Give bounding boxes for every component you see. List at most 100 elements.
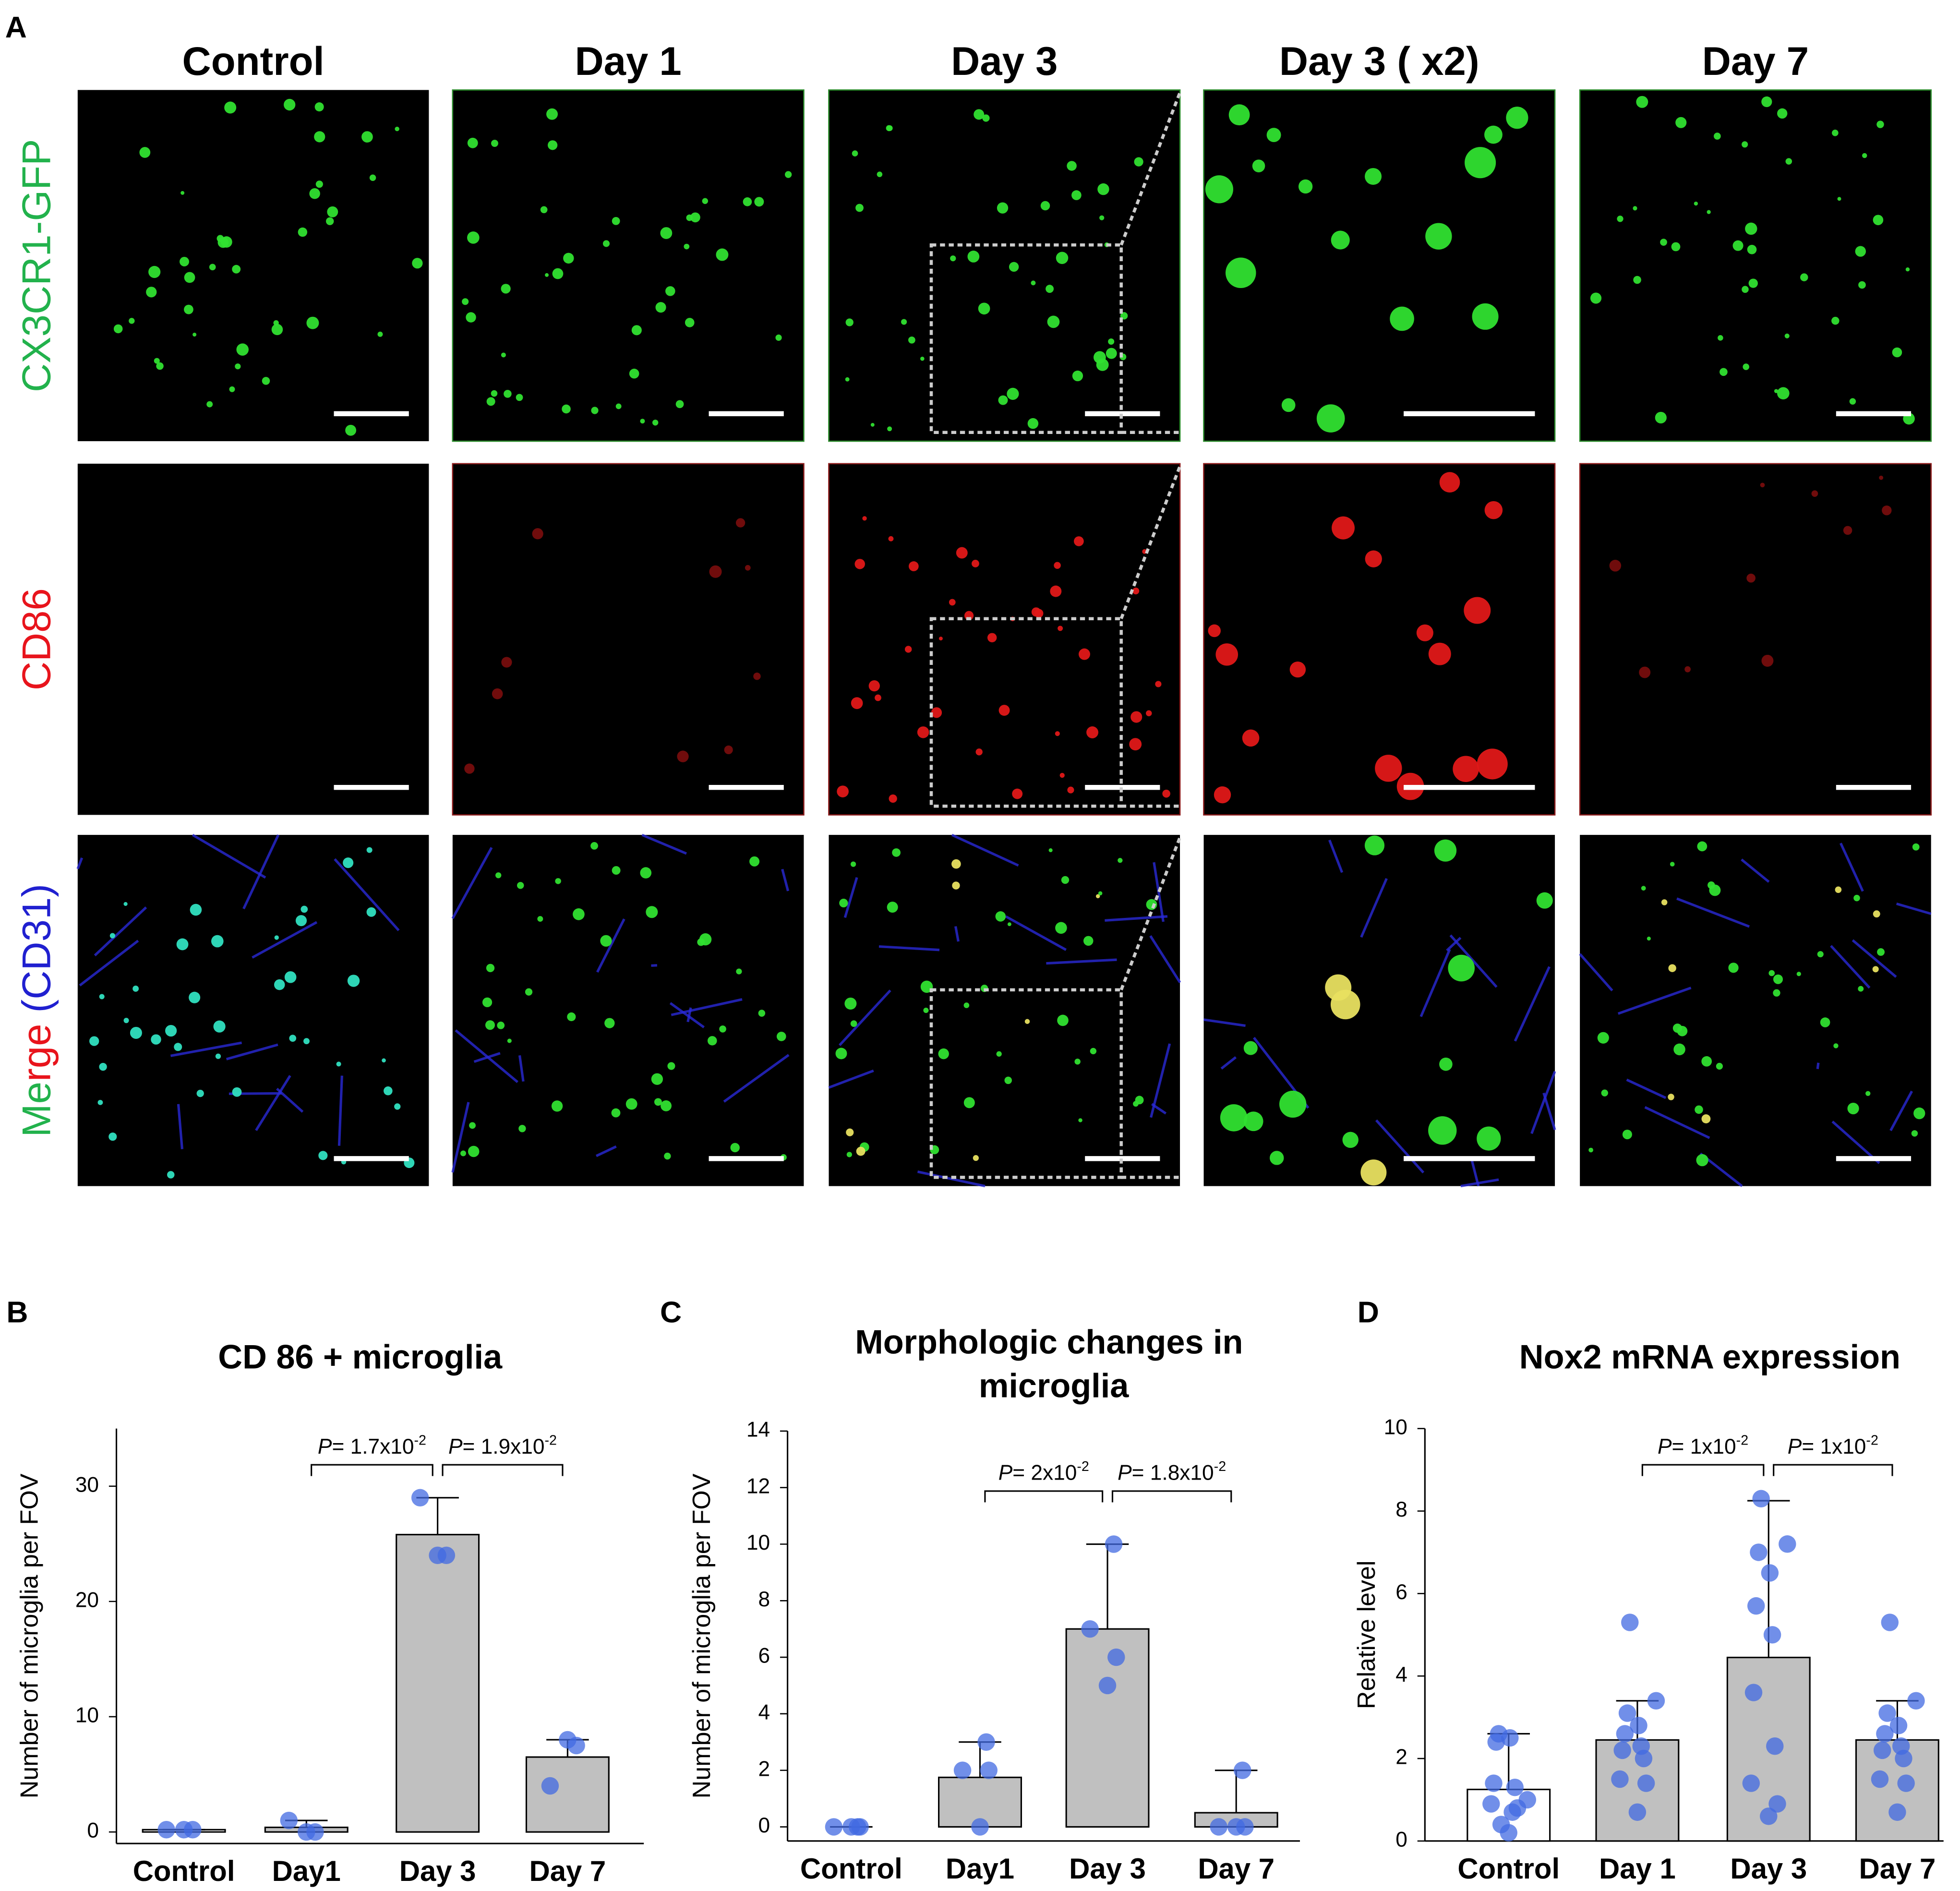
row-label-part: rge xyxy=(14,1024,59,1082)
vessel xyxy=(170,1041,242,1057)
data-point xyxy=(1744,1684,1763,1701)
vessel xyxy=(1328,839,1344,873)
cell xyxy=(563,253,574,264)
p-symbol: P xyxy=(1658,1435,1672,1458)
cell xyxy=(180,257,189,266)
cell xyxy=(1078,1118,1082,1122)
cell xyxy=(1728,963,1739,973)
cell xyxy=(1477,748,1508,780)
significance-bracket xyxy=(984,1490,1104,1503)
cell xyxy=(1484,501,1503,519)
image-frame xyxy=(452,463,805,816)
cell xyxy=(1047,315,1060,328)
data-point xyxy=(1616,1725,1634,1743)
cell xyxy=(837,785,849,797)
chart-title: CD 86 + microglia xyxy=(218,1338,503,1376)
y-tick-label: 8 xyxy=(1395,1498,1407,1521)
data-point xyxy=(1647,1692,1665,1710)
cell xyxy=(468,1145,480,1157)
cell xyxy=(394,1103,401,1110)
cell xyxy=(917,726,929,738)
cell xyxy=(1129,738,1142,751)
cell xyxy=(1090,1048,1097,1055)
image-frame xyxy=(1203,835,1555,1186)
row-label-part: CX3CR1-GFP xyxy=(14,139,59,392)
cell xyxy=(1746,573,1756,583)
data-point xyxy=(1747,1597,1765,1615)
p-exponent: -2 xyxy=(1077,1459,1089,1474)
y-tick-label: 8 xyxy=(758,1588,770,1611)
cell xyxy=(892,848,901,857)
cell xyxy=(156,362,164,370)
significance-bracket xyxy=(1641,1464,1765,1476)
cell xyxy=(1718,335,1723,341)
cell xyxy=(306,316,319,329)
cell xyxy=(1742,141,1748,148)
cell xyxy=(1701,1114,1711,1123)
cell xyxy=(1046,285,1054,293)
cell xyxy=(382,1058,386,1063)
cell xyxy=(1796,972,1801,976)
data-point xyxy=(1897,1774,1915,1792)
vessel xyxy=(226,1043,278,1060)
vessel xyxy=(641,833,687,855)
vessel xyxy=(255,1075,291,1131)
cell xyxy=(854,559,865,569)
cell xyxy=(646,906,658,918)
p-symbol: P xyxy=(998,1461,1013,1484)
data-point xyxy=(1233,1761,1251,1779)
image-frame xyxy=(829,835,1180,1186)
cell xyxy=(1472,303,1499,330)
vessel xyxy=(518,1055,525,1082)
data-point xyxy=(1630,1717,1647,1734)
data-point xyxy=(1881,1614,1899,1631)
cell xyxy=(1375,755,1402,782)
y-tick-label: 30 xyxy=(75,1473,99,1496)
p-symbol: P xyxy=(448,1435,463,1458)
cell xyxy=(224,101,237,114)
significance-bracket xyxy=(1773,1464,1893,1476)
cell xyxy=(775,334,782,341)
data-point xyxy=(1613,1741,1631,1759)
cell xyxy=(495,872,502,879)
cell xyxy=(154,358,160,364)
vessel xyxy=(843,877,858,918)
cell xyxy=(1055,922,1067,934)
cell xyxy=(850,861,856,867)
cell xyxy=(129,318,135,324)
cell xyxy=(702,198,709,204)
cell xyxy=(690,212,700,223)
cell xyxy=(271,324,283,336)
micrograph xyxy=(451,833,804,1186)
x-tick-label: Day 7 xyxy=(529,1855,606,1887)
vessel xyxy=(334,858,400,931)
cell xyxy=(835,1048,847,1060)
cell xyxy=(309,188,320,199)
cell xyxy=(868,680,880,692)
cell xyxy=(1697,841,1707,852)
cell xyxy=(1882,505,1892,516)
cell xyxy=(123,1018,129,1024)
micrograph xyxy=(452,89,805,442)
cell xyxy=(1024,1019,1030,1024)
cell xyxy=(1439,1057,1453,1071)
column-header: Control xyxy=(182,39,325,84)
vessel xyxy=(1896,902,1932,915)
cell xyxy=(196,1089,204,1097)
cell xyxy=(1266,128,1281,143)
cell xyxy=(1083,936,1094,946)
cell xyxy=(217,237,229,248)
cell xyxy=(901,319,907,325)
cell xyxy=(963,1097,975,1108)
image-frame xyxy=(828,463,1181,816)
p-symbol: P xyxy=(1118,1461,1132,1484)
cell xyxy=(97,1100,103,1105)
data-point xyxy=(437,1546,456,1565)
cell xyxy=(1911,1130,1918,1137)
data-point xyxy=(280,1811,298,1830)
x-tick-label: Day 7 xyxy=(1198,1853,1275,1885)
cell xyxy=(139,147,151,158)
cell xyxy=(99,1063,107,1071)
cell xyxy=(336,1061,341,1067)
cell xyxy=(1633,276,1641,284)
